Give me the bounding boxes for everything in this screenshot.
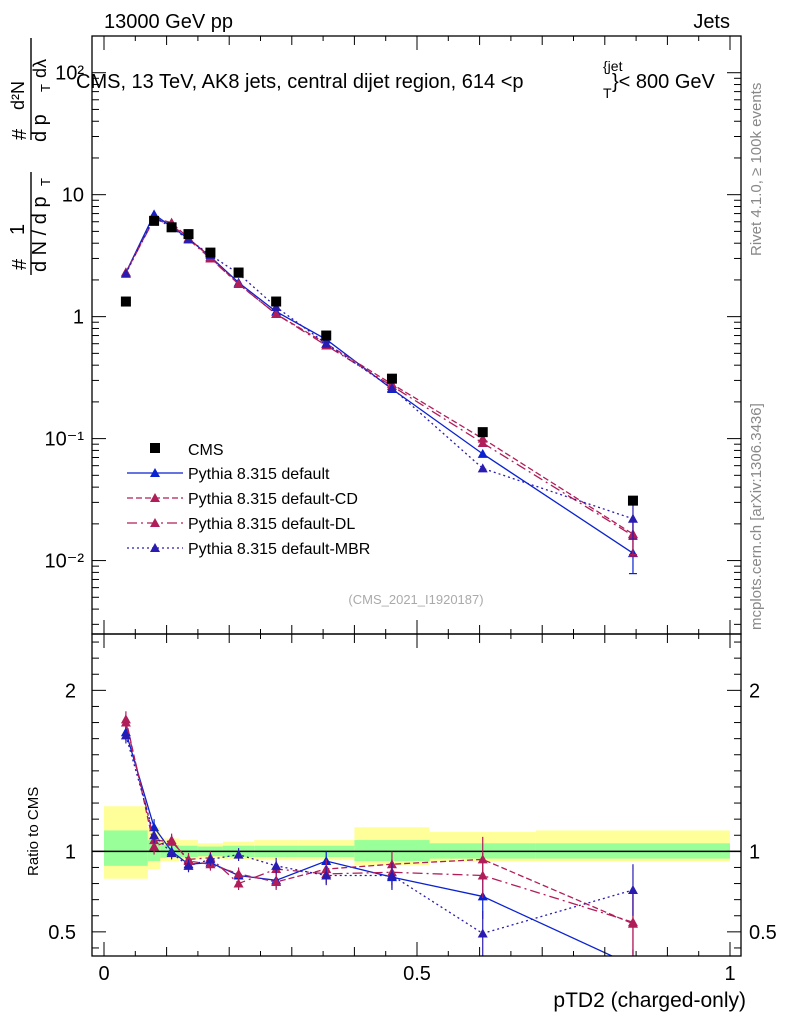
ratio-line-1 (125, 719, 634, 925)
title-superscript: {jet (603, 58, 623, 74)
ratio-marker (627, 884, 638, 894)
main-line-1 (125, 217, 634, 535)
cms-data-point (205, 247, 216, 258)
ratio-marker (477, 870, 488, 880)
legend-label-2: Pythia 8.315 default-DL (188, 516, 355, 533)
header-right: Jets (693, 11, 730, 33)
analysis-watermark: (CMS_2021_I1920187) (348, 592, 483, 607)
ratio-tick-label-left: 2 (65, 680, 76, 702)
ratio-marker (166, 847, 177, 857)
x-tick-label: 1 (724, 963, 735, 985)
cms-data-point (271, 296, 282, 307)
cms-data-point (183, 229, 194, 240)
cms-data-point (386, 373, 397, 384)
main-marker (477, 448, 488, 458)
title-pre: CMS, 13 TeV, AK8 jets, central dijet reg… (76, 71, 524, 93)
ylabel-one: 1 (7, 224, 29, 235)
ylabel-dn: d N / d p (29, 196, 51, 272)
cms-data-point (627, 495, 638, 506)
ratio-tick-label-left: 0.5 (48, 922, 76, 944)
legend-label-3: Pythia 8.315 default-MBR (188, 541, 370, 558)
title-post: }< 800 GeV (612, 71, 716, 93)
legend-marker-1 (150, 493, 160, 502)
y-axis-label: # 1 d N / d p T # d²N d p T dλ (7, 38, 53, 275)
legend: CMS Pythia 8.315 default Pythia 8.315 defa… (127, 442, 370, 558)
y-tick-label: 10⁻² (45, 551, 85, 573)
main-marker (627, 513, 638, 523)
legend-marker-3 (150, 543, 160, 552)
y-tick-label: 10⁻¹ (45, 429, 85, 451)
ratio-marker (271, 876, 282, 886)
ratio-marker (233, 878, 244, 888)
x-tick-label: 0.5 (403, 963, 431, 985)
legend-label-1: Pythia 8.315 default-CD (188, 491, 358, 508)
legend-cms-marker (150, 443, 160, 453)
ratio-marker (271, 860, 282, 870)
ratio-marker (628, 961, 638, 970)
axes: 0 0.5 1 10⁻² 10⁻¹ 1 10 10² 0.5 0.5 1 1 2 2 (45, 35, 777, 985)
main-marker (477, 463, 488, 473)
main-marker (477, 438, 488, 448)
cms-data-point (321, 330, 332, 341)
main-marker (120, 268, 131, 278)
ylabel-hash2: # (9, 128, 31, 140)
cms-data-points (120, 215, 638, 506)
cms-data-point (233, 267, 244, 278)
ratio-marker (627, 917, 638, 927)
legend-marker-0 (150, 468, 160, 477)
ratio-marker (321, 870, 332, 880)
rivet-version-label: Rivet 4.1.0, ≥ 100k events (748, 83, 765, 256)
ratio-marker (205, 854, 216, 864)
x-axis-label: pTD2 (charged-only) (553, 989, 746, 1012)
legend-label-0: Pythia 8.315 default (188, 466, 330, 483)
ratio-tick-label-right: 2 (749, 680, 760, 702)
band-inner (104, 830, 148, 866)
cms-data-point (149, 215, 160, 226)
band-inner (354, 840, 430, 862)
header-left: 13000 GeV pp (104, 11, 233, 33)
cms-data-point (477, 427, 488, 438)
ylabel-d2n: d²N (8, 81, 28, 110)
ratio-tick-label-right: 0.5 (749, 922, 777, 944)
ylabel-dlambda: dλ (30, 59, 50, 78)
main-line-2 (125, 218, 634, 537)
ratio-marker (386, 870, 397, 880)
ratio-line-2 (125, 722, 634, 923)
ratio-marker (183, 854, 194, 864)
ratio-tick-label-left: 1 (65, 841, 76, 863)
ratio-frame (91, 633, 742, 957)
ratio-marker (183, 860, 194, 870)
x-tick-label: 0 (98, 963, 109, 985)
main-marker (233, 279, 244, 289)
ylabel-t1: T (38, 178, 53, 186)
cms-data-point (120, 296, 131, 307)
y-tick-label: 1 (73, 307, 84, 329)
ratio-series (120, 711, 638, 970)
ratio-marker (120, 717, 131, 727)
ratio-marker (477, 928, 488, 938)
ratio-marker (120, 730, 131, 740)
main-marker (386, 382, 397, 392)
ratio-axis-label: Ratio to CMS (25, 787, 42, 876)
title-subscript: T (603, 85, 612, 101)
ylabel-t2: T (38, 84, 53, 92)
mcplots-label: mcplots.cern.ch [arXiv:1306.3436] (748, 403, 765, 630)
ratio-marker (233, 868, 244, 878)
ratio-marker (233, 849, 244, 859)
ylabel-dpt: d p (29, 114, 51, 142)
legend-cms-label: CMS (188, 442, 224, 459)
plot-title: CMS, 13 TeV, AK8 jets, central dijet reg… (76, 71, 524, 93)
y-tick-label: 10² (55, 63, 84, 85)
cms-data-point (166, 222, 177, 233)
main-marker (271, 309, 282, 319)
ratio-marker (149, 830, 160, 840)
ratio-marker (166, 836, 177, 846)
legend-marker-2 (150, 518, 160, 527)
ratio-tick-label-right: 1 (749, 841, 760, 863)
ylabel-hash1: # (9, 258, 31, 270)
y-tick-label: 10 (62, 185, 84, 207)
main-marker (321, 338, 332, 348)
